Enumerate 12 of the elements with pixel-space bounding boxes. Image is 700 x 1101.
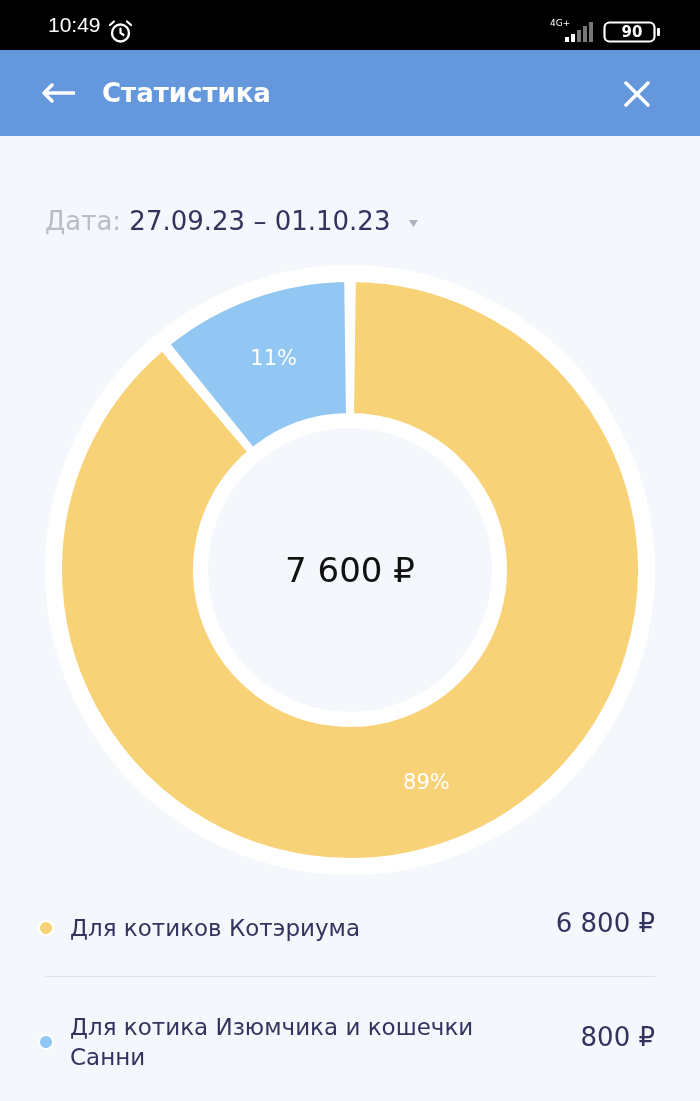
text: 800 ₽	[580, 1022, 655, 1052]
data-label: 89%	[403, 770, 450, 795]
legend-label: Для котиков Котэриума	[70, 915, 360, 941]
text: 6 800 ₽	[555, 908, 655, 938]
chart-subtitle: Дата: 27.09.23 – 01.10.23	[45, 206, 391, 236]
chart-title: Статистика	[102, 77, 271, 109]
text: 7 600 ₽	[284, 549, 416, 592]
legend-label: Для котика Изюмчика и кошечки Санни	[70, 1014, 474, 1070]
text: 90	[620, 22, 644, 42]
text: 10:49	[48, 12, 101, 38]
data-label: 11%	[250, 345, 297, 370]
text: 4G+	[550, 18, 571, 28]
